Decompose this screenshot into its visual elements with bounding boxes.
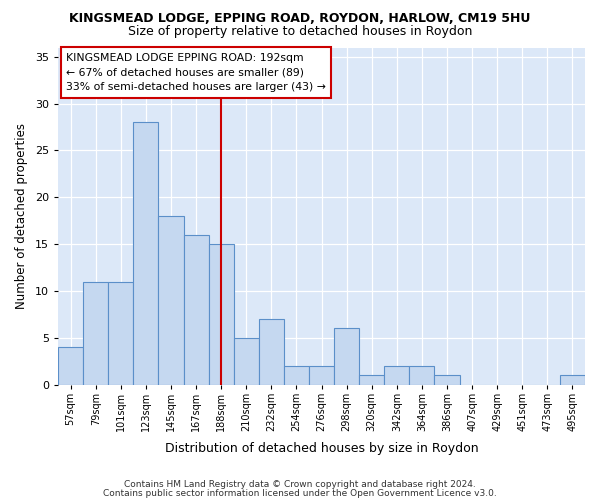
Bar xyxy=(284,366,309,384)
Y-axis label: Number of detached properties: Number of detached properties xyxy=(15,123,28,309)
Text: Size of property relative to detached houses in Roydon: Size of property relative to detached ho… xyxy=(128,25,472,38)
Bar xyxy=(234,338,259,384)
Bar xyxy=(434,375,460,384)
Text: KINGSMEAD LODGE, EPPING ROAD, ROYDON, HARLOW, CM19 5HU: KINGSMEAD LODGE, EPPING ROAD, ROYDON, HA… xyxy=(70,12,530,26)
Bar xyxy=(184,235,209,384)
Bar xyxy=(359,375,384,384)
Bar xyxy=(560,375,585,384)
Bar xyxy=(158,216,184,384)
Text: Contains HM Land Registry data © Crown copyright and database right 2024.: Contains HM Land Registry data © Crown c… xyxy=(124,480,476,489)
Bar xyxy=(83,282,108,385)
Bar xyxy=(133,122,158,384)
Bar xyxy=(259,319,284,384)
Bar xyxy=(58,347,83,385)
Bar xyxy=(334,328,359,384)
Text: KINGSMEAD LODGE EPPING ROAD: 192sqm
← 67% of detached houses are smaller (89)
33: KINGSMEAD LODGE EPPING ROAD: 192sqm ← 67… xyxy=(66,52,326,92)
Bar xyxy=(409,366,434,384)
Bar xyxy=(108,282,133,385)
Text: Contains public sector information licensed under the Open Government Licence v3: Contains public sector information licen… xyxy=(103,488,497,498)
Bar xyxy=(209,244,234,384)
Bar xyxy=(309,366,334,384)
Bar xyxy=(384,366,409,384)
X-axis label: Distribution of detached houses by size in Roydon: Distribution of detached houses by size … xyxy=(165,442,478,455)
